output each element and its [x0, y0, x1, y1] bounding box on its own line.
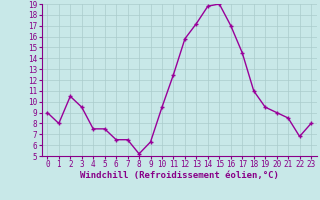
X-axis label: Windchill (Refroidissement éolien,°C): Windchill (Refroidissement éolien,°C)	[80, 171, 279, 180]
